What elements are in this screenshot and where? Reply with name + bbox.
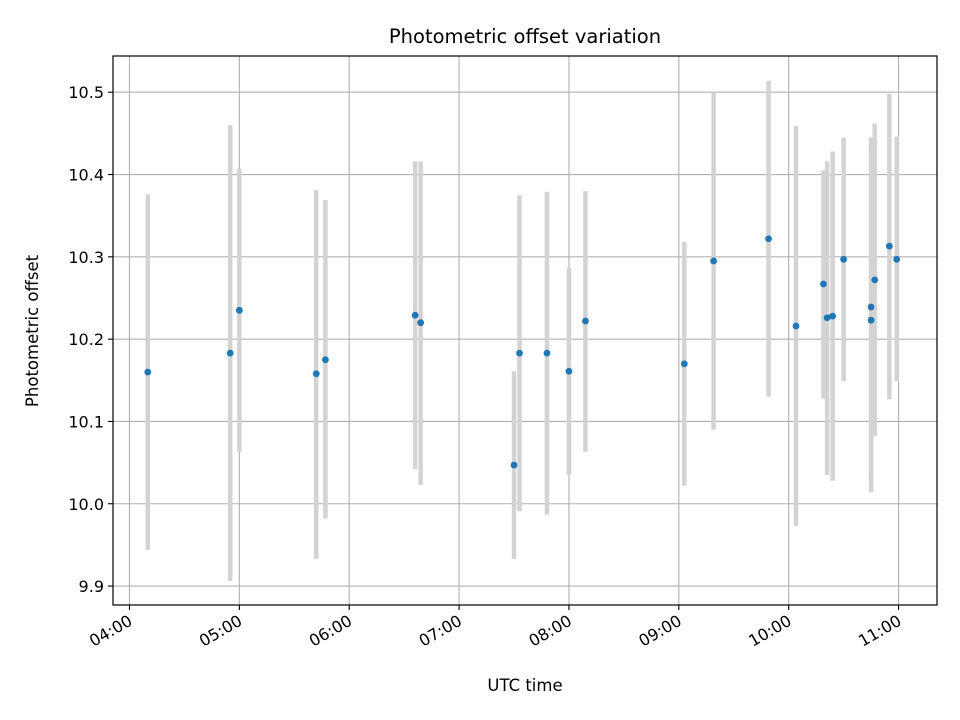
y-tick-label: 10.0 <box>68 495 104 514</box>
data-point <box>543 349 551 357</box>
x-axis-title: UTC time <box>487 676 562 695</box>
data-points <box>144 235 901 469</box>
y-tick-label: 10.4 <box>68 166 104 185</box>
data-point <box>565 367 573 375</box>
y-tick-label: 10.5 <box>68 83 104 102</box>
data-point <box>867 316 875 324</box>
plot-frame <box>112 55 938 606</box>
data-point <box>792 322 800 330</box>
data-point <box>840 255 848 263</box>
data-point <box>235 306 243 314</box>
y-tick-label: 10.1 <box>68 412 104 431</box>
data-point <box>322 356 329 364</box>
data-point <box>765 235 772 243</box>
data-point <box>820 280 827 288</box>
y-tick-label: 9.9 <box>79 577 104 596</box>
data-point <box>312 370 320 378</box>
data-point <box>885 242 893 250</box>
data-point <box>893 255 901 263</box>
data-point <box>823 314 831 322</box>
data-point <box>417 319 425 327</box>
chart-title: Photometric offset variation <box>389 25 661 48</box>
data-point <box>510 461 518 469</box>
data-point <box>710 257 718 265</box>
data-point <box>411 311 419 319</box>
y-axis-ticks: 9.9 10.0 10.1 10.2 10.3 10.4 10.5 <box>68 83 113 596</box>
data-point <box>871 276 879 284</box>
data-point <box>867 303 875 311</box>
data-point <box>680 360 688 368</box>
data-point <box>516 349 523 357</box>
data-point <box>582 317 589 325</box>
y-tick-label: 10.3 <box>68 248 104 267</box>
data-point <box>226 349 234 357</box>
y-axis-title: Photometric offset <box>23 254 42 407</box>
data-point <box>144 368 152 376</box>
data-point <box>829 312 837 320</box>
y-tick-label: 10.2 <box>68 330 104 349</box>
